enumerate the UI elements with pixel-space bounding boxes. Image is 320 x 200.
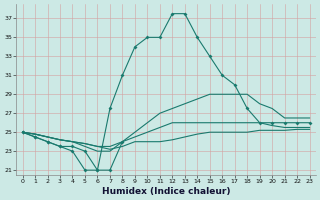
X-axis label: Humidex (Indice chaleur): Humidex (Indice chaleur) [102,187,230,196]
